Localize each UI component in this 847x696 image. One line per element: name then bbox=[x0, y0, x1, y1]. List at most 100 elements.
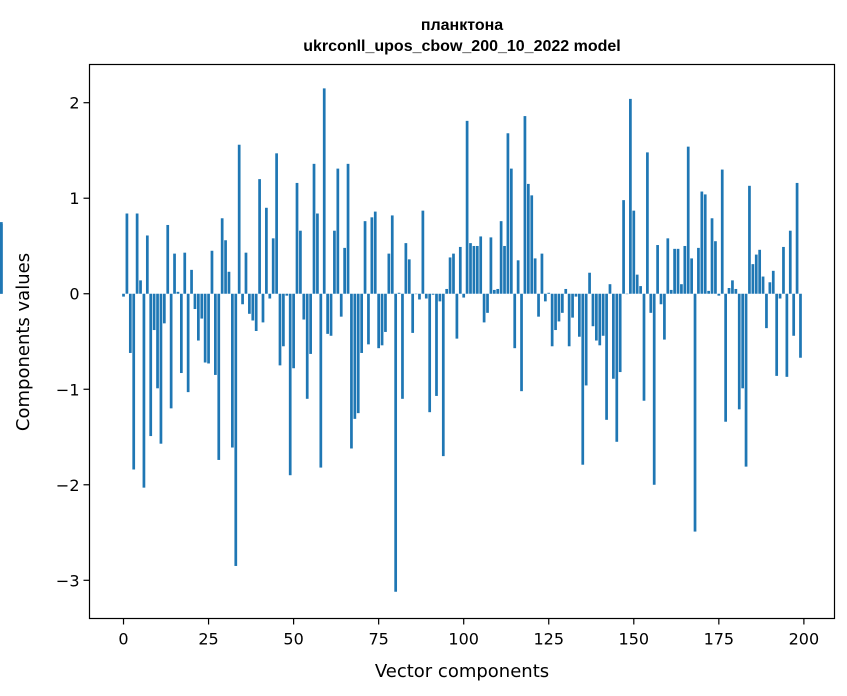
bar bbox=[656, 245, 659, 294]
bar bbox=[261, 293, 265, 323]
bar bbox=[707, 290, 710, 294]
bar bbox=[299, 230, 302, 294]
bar bbox=[210, 250, 214, 294]
bar bbox=[462, 293, 466, 298]
bar bbox=[652, 293, 656, 485]
bar bbox=[697, 247, 700, 294]
bar bbox=[268, 293, 272, 299]
bar bbox=[567, 293, 571, 347]
x-tick-label: 175 bbox=[704, 630, 735, 649]
bar bbox=[513, 293, 517, 349]
bar bbox=[152, 293, 156, 331]
bar bbox=[278, 293, 282, 366]
bar bbox=[615, 293, 619, 442]
bar bbox=[748, 185, 751, 294]
bar bbox=[424, 293, 428, 299]
y-tick-label: −2 bbox=[56, 476, 80, 495]
bar bbox=[547, 292, 551, 294]
bar bbox=[785, 293, 789, 377]
bar bbox=[190, 269, 193, 294]
bar bbox=[156, 293, 159, 389]
bar bbox=[254, 293, 258, 331]
bar bbox=[343, 247, 346, 294]
bar bbox=[727, 288, 731, 294]
bar bbox=[370, 217, 374, 294]
bar bbox=[275, 153, 278, 294]
bar bbox=[322, 88, 326, 294]
bar bbox=[741, 293, 745, 389]
bar bbox=[231, 293, 234, 448]
bar bbox=[788, 230, 792, 294]
bar bbox=[288, 293, 292, 476]
bar bbox=[496, 288, 500, 294]
bar bbox=[506, 133, 510, 294]
bar bbox=[336, 168, 340, 294]
bar bbox=[162, 293, 166, 324]
bar bbox=[520, 293, 523, 392]
bar bbox=[244, 252, 248, 294]
bar bbox=[720, 169, 724, 294]
bar bbox=[472, 245, 476, 294]
bar bbox=[316, 213, 319, 294]
bar bbox=[492, 289, 496, 294]
bar bbox=[598, 293, 602, 346]
bar bbox=[751, 264, 755, 294]
bar bbox=[428, 293, 432, 413]
bar bbox=[404, 243, 408, 294]
bar bbox=[363, 221, 367, 294]
bar bbox=[265, 207, 268, 294]
bar bbox=[326, 293, 329, 334]
y-tick-label: 2 bbox=[69, 94, 79, 113]
bar bbox=[703, 194, 707, 294]
bar bbox=[197, 293, 200, 341]
bar bbox=[778, 293, 782, 299]
bar bbox=[183, 252, 187, 294]
bar bbox=[584, 293, 588, 386]
bar bbox=[309, 293, 312, 354]
bar bbox=[680, 284, 683, 294]
bar bbox=[227, 271, 231, 294]
bar bbox=[469, 243, 472, 294]
bar bbox=[251, 293, 255, 321]
bar bbox=[387, 253, 391, 294]
bar bbox=[503, 245, 506, 294]
x-tick-label: 125 bbox=[533, 630, 564, 649]
bar bbox=[639, 286, 642, 294]
bar bbox=[135, 213, 139, 294]
bar bbox=[173, 253, 176, 294]
bar bbox=[356, 293, 360, 414]
bar bbox=[0, 224, 3, 294]
bar bbox=[217, 293, 221, 460]
bar bbox=[271, 238, 275, 294]
bar bbox=[771, 270, 775, 294]
bar bbox=[693, 293, 697, 532]
bar bbox=[744, 293, 748, 467]
bar bbox=[193, 293, 197, 310]
bar bbox=[128, 293, 132, 353]
bar bbox=[401, 293, 404, 399]
plot-frame bbox=[88, 63, 836, 620]
bar bbox=[731, 280, 734, 294]
bar bbox=[159, 293, 163, 444]
bar bbox=[782, 246, 785, 294]
bar bbox=[203, 293, 207, 363]
bar bbox=[560, 293, 564, 313]
y-tick-label: 1 bbox=[69, 189, 79, 208]
bar bbox=[605, 293, 608, 420]
bar bbox=[353, 293, 357, 419]
bar bbox=[122, 293, 125, 297]
bar bbox=[635, 274, 639, 294]
bar bbox=[710, 218, 714, 294]
bar bbox=[234, 293, 238, 566]
bar bbox=[367, 293, 370, 345]
bar bbox=[516, 260, 520, 294]
x-tick-label: 100 bbox=[448, 630, 479, 649]
bar bbox=[601, 293, 605, 336]
bar bbox=[554, 293, 557, 331]
bar bbox=[438, 293, 442, 302]
bar bbox=[350, 293, 353, 449]
bar bbox=[673, 248, 676, 294]
bar bbox=[717, 293, 721, 296]
bar bbox=[686, 146, 690, 294]
bar bbox=[768, 282, 772, 294]
